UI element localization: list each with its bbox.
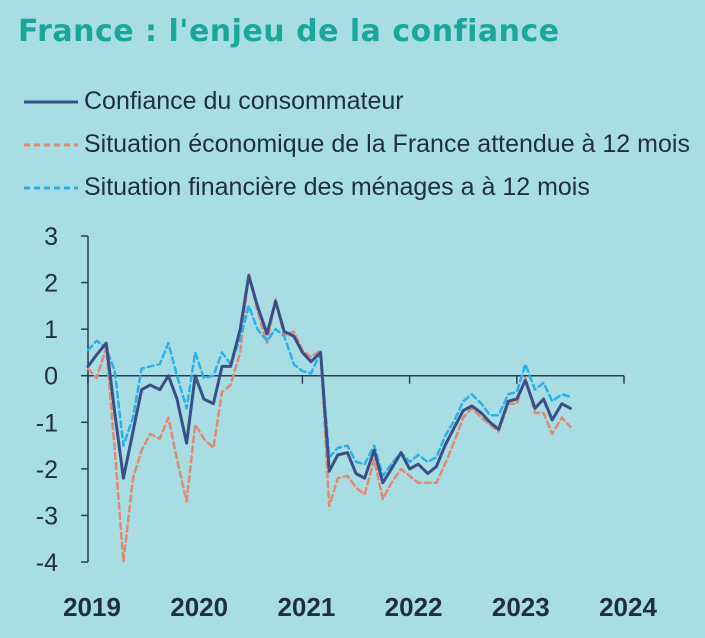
y-tick-label: 1 <box>44 316 58 344</box>
chart-legend: Confiance du consommateur Situation écon… <box>24 80 690 209</box>
x-tick-label: 2019 <box>63 592 121 622</box>
y-tick-label: -4 <box>36 549 58 577</box>
legend-label-consumer-confidence: Confiance du consommateur <box>84 87 404 115</box>
series-line-0 <box>86 274 572 485</box>
legend-label-financial-situation: Situation financière des ménages a à 12 … <box>84 173 590 201</box>
legend-item-economic-situation: Situation économique de la France attend… <box>24 123 690 166</box>
x-tick-label: 2024 <box>599 592 657 622</box>
y-tick-label: -2 <box>36 456 58 484</box>
legend-swatch-financial-situation <box>24 186 78 189</box>
x-tick-label: 2020 <box>170 592 228 622</box>
legend-item-consumer-confidence: Confiance du consommateur <box>24 80 690 123</box>
series-line-1 <box>86 272 572 564</box>
x-tick-label: 2023 <box>492 592 550 622</box>
legend-swatch-consumer-confidence <box>24 100 78 103</box>
y-tick-label: 3 <box>44 223 58 251</box>
chart-title: France : l'enjeu de la confiance <box>18 14 560 49</box>
x-tick-label: 2022 <box>385 592 443 622</box>
legend-label-economic-situation: Situation économique de la France attend… <box>84 130 690 158</box>
x-tick-label: 2021 <box>277 592 335 622</box>
legend-swatch-economic-situation <box>24 143 78 146</box>
y-tick-label: 2 <box>44 270 58 298</box>
y-tick-label: -1 <box>36 409 58 437</box>
legend-item-financial-situation: Situation financière des ménages a à 12 … <box>24 166 690 209</box>
y-tick-label: 0 <box>44 363 58 391</box>
y-tick-label: -3 <box>36 502 58 530</box>
